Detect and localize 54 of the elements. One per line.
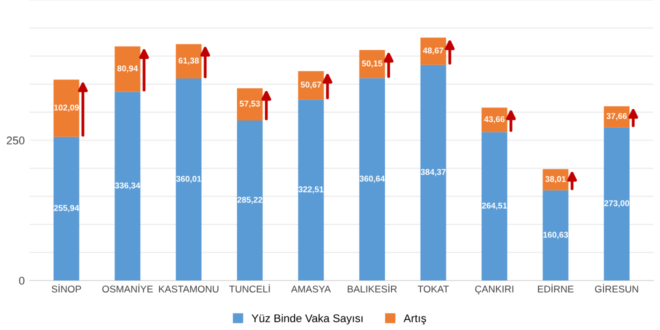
bar — [114, 92, 140, 280]
data-label: 80,94 — [117, 65, 138, 73]
data-label: 322,51 — [298, 186, 324, 194]
x-tick-label: ÇANKIRI — [475, 286, 514, 294]
x-tick-label: AMASYA — [291, 286, 331, 292]
data-label: 336,34 — [114, 182, 140, 190]
bar — [359, 50, 385, 78]
bar — [298, 100, 324, 280]
bar — [420, 64, 446, 280]
legend-label: Artış — [404, 314, 426, 324]
bar — [298, 71, 324, 100]
data-label: 255,94 — [54, 205, 80, 212]
x-tick-label: TUNCELİ — [229, 284, 270, 292]
data-label: 37,66 — [606, 113, 627, 120]
bar — [176, 44, 202, 79]
bar — [542, 169, 568, 190]
bar — [236, 120, 263, 280]
data-label: 50,15 — [362, 60, 382, 68]
y-tick-label: 250 — [6, 136, 24, 144]
data-label: 360,01 — [176, 176, 202, 183]
bar — [604, 106, 630, 128]
x-tick-label: OSMANİYE — [102, 284, 153, 292]
data-label: 57,53 — [240, 100, 260, 108]
bar — [54, 136, 80, 280]
y-tick-label: 0 — [19, 276, 24, 285]
legend-label: Yüz Binde Vaka Sayısı — [252, 314, 363, 324]
x-tick-label: KASTAMONU — [159, 286, 218, 292]
bar — [482, 132, 508, 280]
data-label: 43,66 — [484, 116, 505, 124]
data-label: 264,51 — [482, 202, 507, 210]
data-label: 102,09 — [54, 104, 79, 112]
data-label: 273,00 — [604, 200, 630, 208]
bar — [482, 108, 508, 132]
bar — [420, 38, 446, 65]
x-tick-label: TOKAT — [418, 286, 449, 292]
bar — [114, 46, 140, 92]
data-label: 38,01 — [545, 176, 566, 184]
data-label: 360,64 — [360, 176, 385, 183]
bar — [176, 78, 202, 280]
data-label: 384,37 — [420, 169, 446, 176]
data-label: 61,38 — [178, 58, 199, 65]
x-tick-label: GİRESUN — [595, 284, 638, 292]
data-label: 50,67 — [300, 82, 322, 89]
bar — [236, 88, 263, 120]
data-label: 285,22 — [237, 196, 262, 204]
bar — [359, 78, 385, 280]
x-tick-label: EDİRNE — [538, 284, 574, 292]
x-tick-label: BALIKESİR — [348, 284, 397, 292]
bar — [542, 190, 568, 280]
x-tick-label: SİNOP — [52, 284, 81, 292]
bar — [54, 80, 80, 137]
bar — [604, 127, 630, 280]
data-label: 160,63 — [543, 232, 568, 239]
data-label: 48,67 — [422, 48, 444, 55]
